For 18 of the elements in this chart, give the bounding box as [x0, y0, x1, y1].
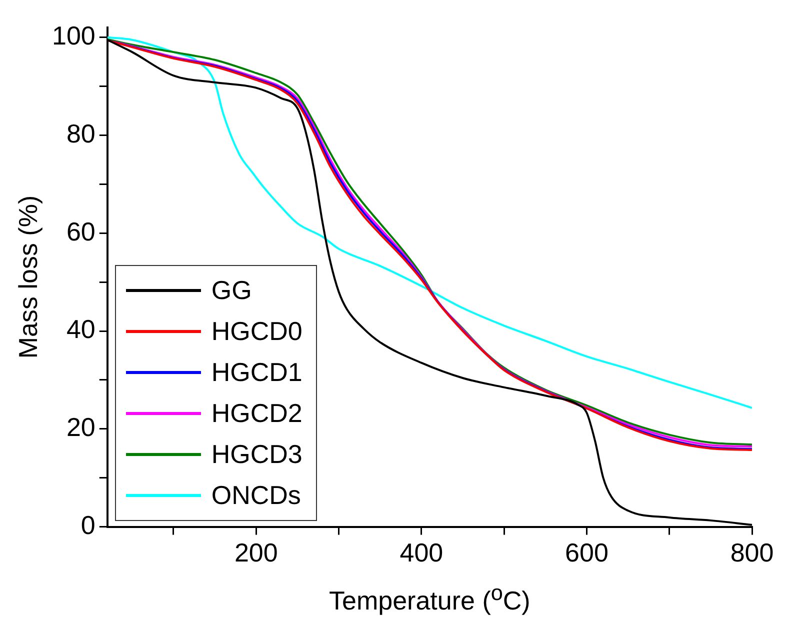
x-tick-label: 400: [400, 538, 444, 568]
y-tick-label: 40: [66, 314, 96, 344]
legend-label: HGCD0: [211, 316, 302, 347]
y-tick-label: 100: [52, 20, 96, 51]
x-tick-label: 800: [730, 538, 774, 568]
legend-label: HGCD3: [211, 438, 302, 470]
x-tick-label: 200: [234, 538, 278, 568]
y-tick-label: 60: [66, 216, 96, 246]
legend-label: ONCDs: [211, 480, 301, 511]
y-axis-title: Mass loss (%): [13, 196, 43, 359]
y-tick-label: 80: [66, 118, 96, 148]
y-tick-label: 20: [66, 412, 96, 442]
y-tick-label: 0: [80, 510, 96, 540]
x-axis-title: Temperature ($^{o}$C): [328, 579, 532, 618]
x-tick-label: 600: [565, 538, 608, 568]
legend-label: HGCD2: [211, 398, 302, 429]
legend-label: HGCD1: [211, 356, 302, 388]
legend-label: GG: [211, 274, 252, 306]
